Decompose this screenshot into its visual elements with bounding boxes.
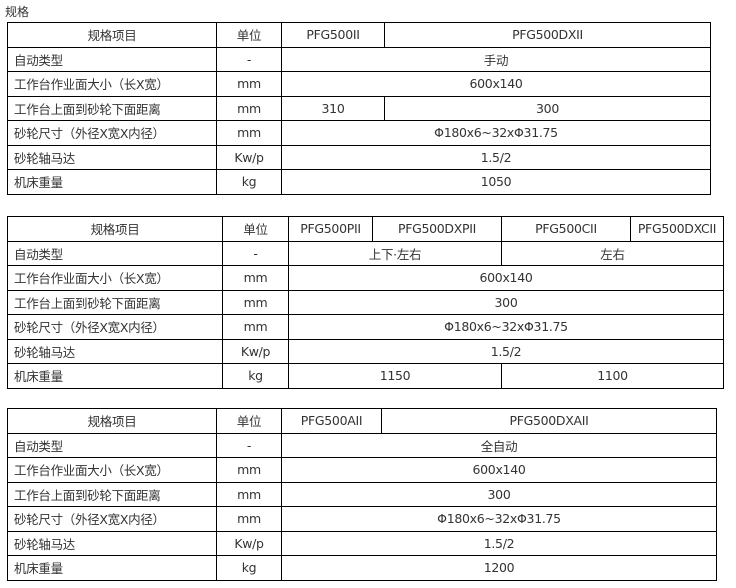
row-label: 自动类型: [7, 240, 223, 266]
row-label: 工作台作业面大小（长X宽）: [7, 265, 223, 291]
table-row: 机床重量 kg 1050: [7, 169, 711, 195]
unit-cell: mm: [216, 95, 282, 121]
table-row: 机床重量 kg 1150 1100: [7, 363, 724, 389]
table-row: 规格项目 单位 PFG500AII PFG500DXAII: [7, 408, 717, 434]
spec-table-2: 规格项目 单位 PFG500PII PFG500DXPII PFG500CII PFG50…: [7, 216, 724, 389]
value-cell: 1.5/2: [281, 530, 717, 556]
row-label: 自动类型: [7, 432, 217, 458]
header-cell: PFG500DXII: [384, 22, 711, 48]
value-cell: 300: [384, 95, 711, 121]
table-row: 机床重量 kg 1200: [7, 555, 717, 581]
unit-cell: Kw/p: [216, 530, 282, 556]
value-cell: 全自动: [281, 432, 717, 458]
row-label: 工作台作业面大小（长X宽）: [7, 457, 217, 483]
unit-cell: mm: [216, 457, 282, 483]
unit-cell: -: [222, 240, 289, 266]
row-label: 机床重量: [7, 169, 217, 195]
row-label: 砂轮轴马达: [7, 144, 217, 170]
unit-cell: -: [216, 46, 282, 72]
row-label: 砂轮尺寸（外径X宽X内径）: [7, 506, 217, 532]
unit-cell: mm: [216, 506, 282, 532]
unit-cell: kg: [216, 555, 282, 581]
table-row: 工作台上面到砂轮下面距离 mm 310 300: [7, 95, 711, 121]
value-cell: 1050: [281, 169, 711, 195]
row-label: 砂轮尺寸（外径X宽X内径）: [7, 314, 223, 340]
unit-cell: mm: [222, 265, 289, 291]
value-cell: 1150: [288, 363, 502, 389]
header-cell: PFG500DXPII: [372, 216, 502, 242]
table-row: 砂轮轴马达 Kw/p 1.5/2: [7, 144, 711, 170]
header-cell: 单位: [222, 216, 289, 242]
value-cell: 600x140: [281, 71, 711, 97]
unit-cell: Kw/p: [216, 144, 282, 170]
unit-cell: kg: [222, 363, 289, 389]
table-row: 砂轮尺寸（外径X宽X内径） mm Φ180x6~32xΦ31.75: [7, 506, 717, 532]
table-row: 工作台上面到砂轮下面距离 mm 300: [7, 289, 724, 315]
row-label: 工作台上面到砂轮下面距离: [7, 289, 223, 315]
table-row: 自动类型 - 上下·左右 左右: [7, 240, 724, 266]
row-label: 工作台上面到砂轮下面距离: [7, 481, 217, 507]
unit-cell: -: [216, 432, 282, 458]
value-cell: Φ180x6~32xΦ31.75: [281, 506, 717, 532]
unit-cell: Kw/p: [222, 338, 289, 364]
header-cell: 单位: [216, 22, 282, 48]
table-row: 工作台作业面大小（长X宽） mm 600x140: [7, 265, 724, 291]
table-row: 规格项目 单位 PFG500PII PFG500DXPII PFG500CII PFG50…: [7, 216, 724, 242]
value-cell: 310: [281, 95, 385, 121]
unit-cell: mm: [222, 289, 289, 315]
header-cell: 单位: [216, 408, 282, 434]
unit-cell: mm: [222, 314, 289, 340]
value-cell: Φ180x6~32xΦ31.75: [288, 314, 724, 340]
table-row: 工作台作业面大小（长X宽） mm 600x140: [7, 71, 711, 97]
section-title: 规格: [5, 5, 30, 19]
header-cell: PFG500DXCII: [630, 216, 724, 242]
table-row: 工作台作业面大小（长X宽） mm 600x140: [7, 457, 717, 483]
header-cell: 规格项目: [7, 216, 223, 242]
row-label: 自动类型: [7, 46, 217, 72]
unit-cell: kg: [216, 169, 282, 195]
value-cell: 手动: [281, 46, 711, 72]
table-row: 工作台上面到砂轮下面距离 mm 300: [7, 481, 717, 507]
row-label: 砂轮尺寸（外径X宽X内径）: [7, 120, 217, 146]
table-row: 砂轮轴马达 Kw/p 1.5/2: [7, 338, 724, 364]
unit-cell: mm: [216, 120, 282, 146]
value-cell: 左右: [501, 240, 724, 266]
value-cell: 300: [288, 289, 724, 315]
value-cell: 上下·左右: [288, 240, 502, 266]
unit-cell: mm: [216, 481, 282, 507]
header-cell: PFG500AII: [281, 408, 382, 434]
row-label: 砂轮轴马达: [7, 338, 223, 364]
value-cell: 1.5/2: [288, 338, 724, 364]
row-label: 机床重量: [7, 363, 223, 389]
spec-table-1: 规格项目 单位 PFG500II PFG500DXII 自动类型 - 手动 工作台作业面大…: [7, 22, 711, 195]
value-cell: 1100: [501, 363, 724, 389]
value-cell: 1200: [281, 555, 717, 581]
value-cell: 300: [281, 481, 717, 507]
header-cell: PFG500DXAII: [381, 408, 717, 434]
header-cell: PFG500PII: [288, 216, 373, 242]
table-row: 砂轮尺寸（外径X宽X内径） mm Φ180x6~32xΦ31.75: [7, 314, 724, 340]
table-row: 砂轮轴马达 Kw/p 1.5/2: [7, 530, 717, 556]
row-label: 工作台上面到砂轮下面距离: [7, 95, 217, 121]
table-row: 自动类型 - 手动: [7, 46, 711, 72]
header-cell: 规格项目: [7, 408, 217, 434]
header-cell: PFG500CII: [501, 216, 631, 242]
row-label: 工作台作业面大小（长X宽）: [7, 71, 217, 97]
value-cell: 1.5/2: [281, 144, 711, 170]
value-cell: 600x140: [281, 457, 717, 483]
unit-cell: mm: [216, 71, 282, 97]
table-row: 规格项目 单位 PFG500II PFG500DXII: [7, 22, 711, 48]
value-cell: Φ180x6~32xΦ31.75: [281, 120, 711, 146]
value-cell: 600x140: [288, 265, 724, 291]
row-label: 机床重量: [7, 555, 217, 581]
table-row: 自动类型 - 全自动: [7, 432, 717, 458]
table-row: 砂轮尺寸（外径X宽X内径） mm Φ180x6~32xΦ31.75: [7, 120, 711, 146]
header-cell: 规格项目: [7, 22, 217, 48]
row-label: 砂轮轴马达: [7, 530, 217, 556]
spec-table-3: 规格项目 单位 PFG500AII PFG500DXAII 自动类型 - 全自动 工作台作…: [7, 408, 717, 581]
header-cell: PFG500II: [281, 22, 385, 48]
